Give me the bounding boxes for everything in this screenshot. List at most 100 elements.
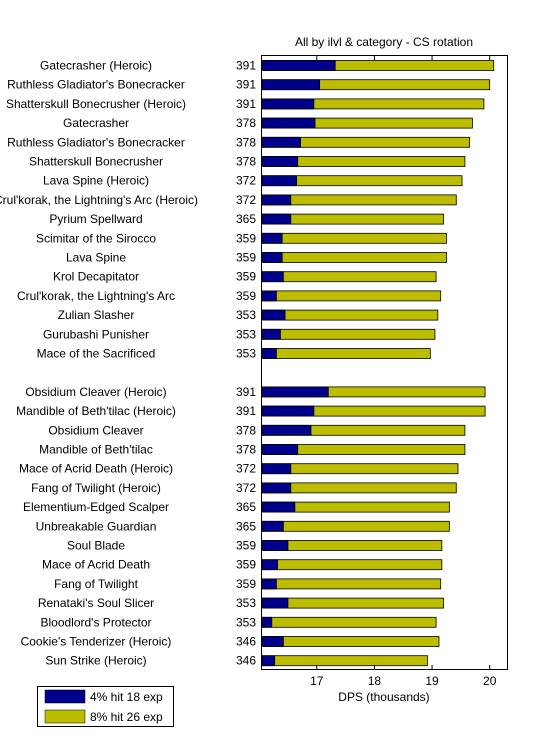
bar-series-2 (261, 463, 459, 475)
item-ilvl-label: 359 (236, 270, 256, 284)
item-labels: Gatecrasher (Heroic) 391 Ruthless Gladiato… (0, 59, 256, 668)
bar-series-1 (261, 271, 284, 283)
bar-series-1 (261, 540, 289, 551)
item-name-label: Gatecrasher (Heroic) (40, 59, 152, 73)
bar-series-1 (261, 444, 299, 455)
item-name-label: Sun Strike (Heroic) (45, 654, 146, 668)
bar-series-1 (261, 424, 312, 436)
bar-series-1 (261, 386, 329, 398)
item-ilvl-label: 378 (236, 155, 256, 169)
item-ilvl-label: 391 (236, 404, 256, 418)
item-name-label: Crul'korak, the Lightning's Arc (Heroic) (0, 193, 198, 207)
item-name-label: Lava Spine (66, 251, 126, 265)
bar-series-1 (261, 616, 273, 628)
item-name-label: Renataki's Soul Slicer (38, 596, 154, 610)
bar-series-2 (261, 520, 450, 532)
item-name-label: Lava Spine (Heroic) (43, 174, 149, 188)
bar-series-2 (261, 636, 440, 647)
chart-title: All by ilvl & category - CS rotation (295, 35, 473, 49)
item-name-label: Shatterskull Bonecrusher (29, 155, 163, 169)
item-name-label: Unbreakable Guardian (36, 519, 157, 533)
item-ilvl-label: 372 (236, 193, 256, 207)
item-name-label: Mandible of Beth'tilac (39, 443, 153, 457)
item-name-label: Ruthless Gladiator's Bonecracker (7, 135, 185, 149)
bar-series-1 (261, 328, 281, 340)
item-ilvl-label: 353 (236, 596, 256, 610)
item-name-label: Zulian Slasher (58, 308, 135, 322)
item-name-label: Shatterskull Bonecrusher (Heroic) (6, 97, 186, 111)
bar-series-1 (261, 559, 278, 571)
item-ilvl-label: 359 (236, 539, 256, 553)
bar-series-2 (261, 578, 442, 590)
bar-series-1 (261, 482, 292, 494)
item-ilvl-label: 359 (236, 231, 256, 245)
item-ilvl-label: 346 (236, 654, 256, 668)
legend-swatch-series-2 (44, 709, 86, 724)
bar-series-1 (261, 520, 284, 532)
item-name-label: Cookie's Tenderizer (Heroic) (21, 635, 172, 649)
x-axis-label: DPS (thousands) (338, 690, 429, 704)
item-name-label: Fang of Twilight (Heroic) (31, 481, 161, 495)
bar-series-1 (261, 578, 277, 590)
bar-series-1 (261, 463, 292, 475)
bar-series-1 (261, 175, 297, 187)
item-name-label: Crul'korak, the Lightning's Arc (17, 289, 175, 303)
item-ilvl-label: 372 (236, 462, 256, 476)
bar-series-1 (261, 348, 277, 359)
item-ilvl-label: 346 (236, 635, 256, 649)
item-name-label: Soul Blade (67, 539, 125, 553)
item-ilvl-label: 359 (236, 577, 256, 591)
bar-series-1 (261, 156, 299, 167)
bar-series-1 (261, 79, 321, 91)
bar-series-2 (261, 597, 444, 609)
item-name-label: Ruthless Gladiator's Bonecracker (7, 78, 185, 92)
bar-series-2 (261, 348, 431, 359)
item-ilvl-label: 391 (236, 59, 256, 73)
item-ilvl-label: 391 (236, 78, 256, 92)
bar-series-1 (261, 290, 277, 302)
x-tick-label: 20 (483, 674, 497, 688)
item-name-label: Mace of Acrid Death (42, 558, 150, 572)
bar-series-2 (261, 271, 437, 283)
item-ilvl-label: 353 (236, 308, 256, 322)
bar-series-1 (261, 232, 283, 244)
item-name-label: Mandible of Beth'tilac (Heroic) (16, 404, 176, 418)
bar-series-2 (261, 559, 443, 571)
item-ilvl-label: 378 (236, 423, 256, 437)
bar-series-2 (261, 328, 436, 340)
item-ilvl-label: 365 (236, 500, 256, 514)
item-name-label: Pyrium Spellward (49, 212, 142, 226)
item-name-label: Fang of Twilight (54, 577, 138, 591)
bar-series-1 (261, 194, 292, 206)
item-ilvl-label: 359 (236, 558, 256, 572)
legend-label-series-2: 8% hit 26 exp (90, 710, 163, 724)
bar-series-1 (261, 405, 315, 417)
bar-series-1 (261, 117, 316, 129)
x-axis: 17 18 19 20 (310, 56, 497, 688)
item-name-label: Obsidium Cleaver (48, 423, 143, 437)
bar-series-1 (261, 597, 289, 609)
item-ilvl-label: 372 (236, 481, 256, 495)
item-ilvl-label: 391 (236, 97, 256, 111)
item-ilvl-label: 359 (236, 289, 256, 303)
item-ilvl-label: 378 (236, 443, 256, 457)
bar-series-2 (261, 232, 447, 244)
item-name-label: Gurubashi Punisher (43, 327, 149, 341)
bar-series-2 (261, 616, 437, 628)
bars (261, 60, 495, 667)
bar-series-1 (261, 309, 286, 321)
item-name-label: Bloodlord's Protector (40, 615, 151, 629)
item-ilvl-label: 353 (236, 347, 256, 361)
legend-swatch-series-1 (44, 689, 86, 704)
bar-series-2 (261, 540, 443, 551)
item-ilvl-label: 365 (236, 212, 256, 226)
item-name-label: Mace of Acrid Death (Heroic) (19, 462, 173, 476)
bar-series-1 (261, 655, 276, 667)
legend-label-series-1: 4% hit 18 exp (90, 690, 163, 704)
bar-series-1 (261, 60, 336, 71)
item-name-label: Krol Decapitator (53, 270, 139, 284)
item-ilvl-label: 372 (236, 174, 256, 188)
item-ilvl-label: 378 (236, 116, 256, 130)
x-tick-label: 19 (425, 674, 439, 688)
